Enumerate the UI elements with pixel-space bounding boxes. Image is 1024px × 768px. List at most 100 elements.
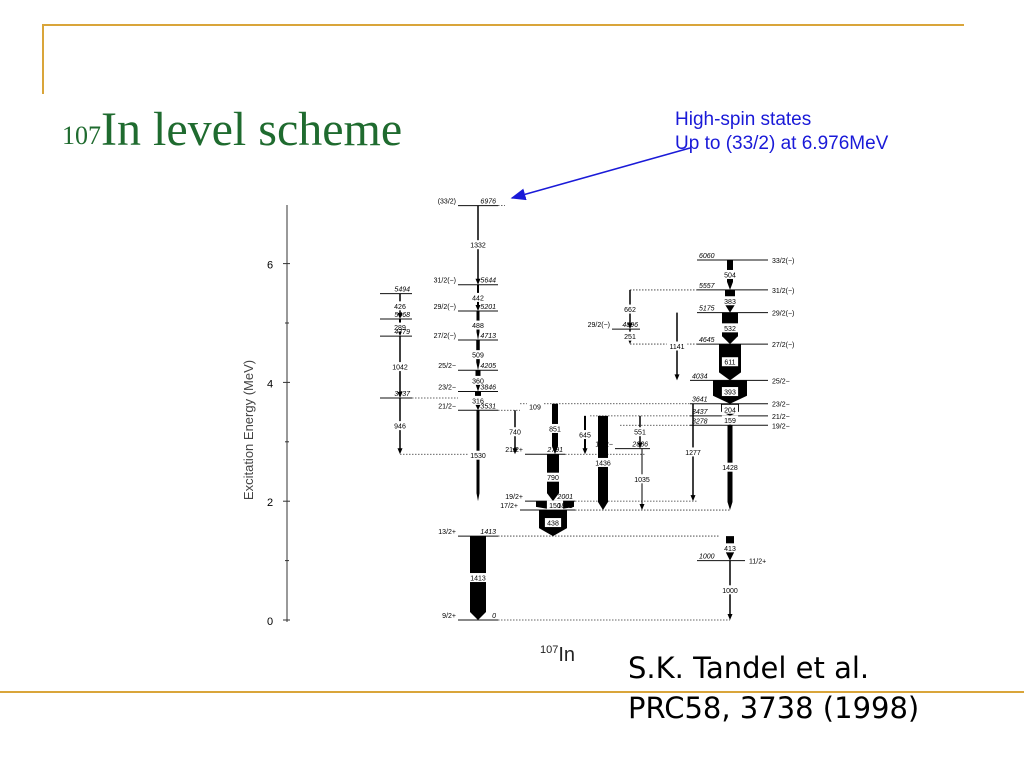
level-spin-label: 19/2+ <box>505 494 523 501</box>
transition-label-bg <box>631 474 653 484</box>
level-energy-label: 4645 <box>699 337 715 344</box>
y-tick-label: 2 <box>267 497 273 509</box>
callout-arrow <box>510 147 691 201</box>
transition-energy-label: 426 <box>394 304 406 311</box>
level-energy-label: 5557 <box>699 283 716 290</box>
transition-energy-label: 851 <box>549 426 561 433</box>
transition-label-bg <box>546 423 564 433</box>
transition-energy-label: 360 <box>472 378 484 385</box>
transition-label-bg <box>721 357 739 367</box>
transition-label-bg <box>469 375 487 385</box>
gamma-arrowhead <box>690 495 696 502</box>
transition-energy-label: 551 <box>634 430 646 437</box>
y-tick-label: 6 <box>267 260 273 272</box>
level-spin-label: 29/2(−) <box>772 311 794 318</box>
transition-label-bg <box>719 462 741 472</box>
transition-label-bg <box>721 404 739 414</box>
level-spin-label: 19/2− <box>595 442 613 449</box>
transition-energy-label: 1141 <box>669 344 684 351</box>
title-text: In level scheme <box>101 103 403 156</box>
level-energy-label: 5494 <box>394 287 410 294</box>
transition-energy-label: 109 <box>529 404 541 411</box>
y-axis-label: Excitation Energy (MeV) <box>241 360 256 500</box>
transition-energy-label: 1530 <box>470 453 486 460</box>
transition-label-bg <box>469 292 487 302</box>
transition-energy-label: 1413 <box>470 576 486 583</box>
level-energy-label: 4896 <box>622 322 638 329</box>
transition-label-bg <box>721 269 739 279</box>
transition-label-bg <box>719 585 741 595</box>
level-energy-label: 2791 <box>546 447 563 454</box>
gamma-arrowhead <box>727 614 733 620</box>
level-spin-label: 27/2(−) <box>772 342 794 349</box>
transition-energy-label: 289 <box>394 325 406 332</box>
level-energy-label: 4713 <box>480 333 496 340</box>
level-energy-label: 3737 <box>394 391 411 398</box>
level-energy-label: 0 <box>492 613 496 620</box>
gamma-arrowhead <box>582 448 588 455</box>
gamma-arrowhead <box>475 305 481 312</box>
level-spin-label: 25/2− <box>772 378 790 385</box>
level-energy-label: 3846 <box>480 385 496 392</box>
level-spin-label: 27/2(−) <box>434 333 456 340</box>
transition-energy-label: 251 <box>624 334 636 341</box>
transition-label-bg <box>391 301 409 311</box>
transition-label-bg <box>391 421 409 431</box>
gamma-arrowhead <box>475 278 481 285</box>
transition-label-bg <box>721 543 739 553</box>
transition-energy-label: 413 <box>724 546 736 553</box>
level-energy-label: 6976 <box>480 199 496 206</box>
level-energy-label: 5175 <box>699 306 715 313</box>
transition-energy-label: 204 <box>724 407 736 414</box>
transition-label-bg <box>721 323 739 333</box>
transition-energy-label: 946 <box>394 424 406 431</box>
level-energy-label: 2886 <box>631 442 648 449</box>
level-spin-label: 23/2− <box>438 385 456 392</box>
transition-label-bg <box>469 320 487 330</box>
level-energy-label: 1851 <box>557 503 573 510</box>
level-energy-label: 5068 <box>394 312 410 319</box>
transition-label-bg <box>469 395 487 405</box>
transition-energy-label: 1277 <box>685 450 701 457</box>
transition-energy-label: 159 <box>724 418 736 425</box>
transition-energy-label: 316 <box>472 398 484 405</box>
transition-energy-label: 150 <box>549 503 561 510</box>
transition-energy-label: 438 <box>547 521 559 528</box>
level-energy-label: 1000 <box>699 554 715 561</box>
y-tick-label: 4 <box>267 378 273 390</box>
slide-left-rule <box>42 24 44 94</box>
gamma-arrowhead <box>512 448 518 455</box>
gamma-arrowhead <box>397 392 403 399</box>
transition-label-bg <box>469 350 487 360</box>
transition-label-bg <box>576 430 594 440</box>
level-spin-label: 11/2+ <box>749 559 766 566</box>
transition-energy-label: 442 <box>472 295 484 302</box>
level-energy-label: 4034 <box>692 373 708 380</box>
gamma-arrowhead <box>397 448 403 455</box>
transition-label-bg <box>544 518 562 528</box>
transition-label-bg <box>506 427 524 437</box>
level-spin-label: 19/2− <box>772 423 790 430</box>
callout-line-2: Up to (33/2) at 6.976MeV <box>675 133 889 154</box>
level-spin-label: 29/2(−) <box>588 322 610 329</box>
gamma-arrowhead <box>397 312 403 319</box>
transition-energy-label: 1428 <box>722 465 738 472</box>
level-spin-label: 21/2− <box>772 414 790 421</box>
transition-energy-label: 1436 <box>595 460 611 467</box>
level-energy-label: 3641 <box>692 397 708 404</box>
transition-energy-label: 1042 <box>392 365 408 372</box>
level-spin-label: 33/2(−) <box>772 258 794 265</box>
callout-note: High-spin states Up to (33/2) at 6.976Me… <box>675 108 888 156</box>
slide-bottom-rule <box>0 691 1024 693</box>
citation-line-1: S.K. Tandel et al. <box>628 651 870 685</box>
gamma-arrowhead <box>397 330 403 337</box>
transition-label-bg <box>721 415 739 425</box>
transition-energy-label: 611 <box>724 360 735 367</box>
transition-label-bg <box>546 500 564 510</box>
level-spin-label: 25/2− <box>438 363 456 370</box>
transition-label-bg <box>666 341 688 351</box>
transition-label-bg <box>389 362 411 372</box>
transition-energy-label: 645 <box>579 433 591 440</box>
gamma-arrowhead <box>637 442 643 449</box>
